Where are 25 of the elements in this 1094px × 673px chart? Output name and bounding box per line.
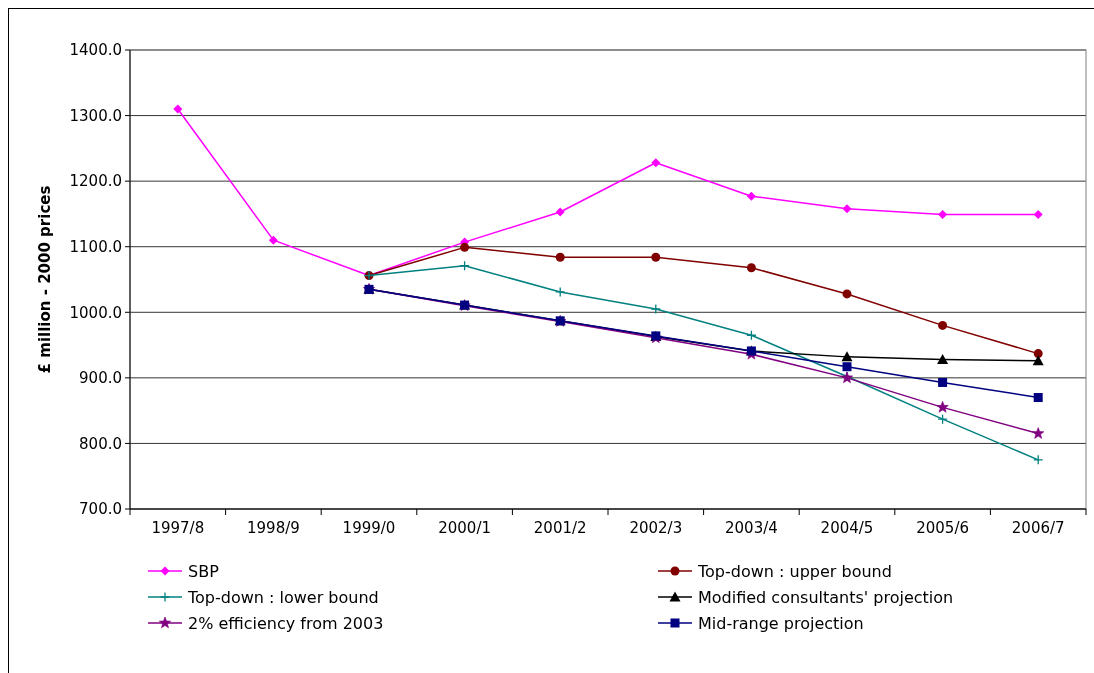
y-tick-label: 800.0 <box>79 434 122 453</box>
y-tick-label: 1000.0 <box>69 303 122 322</box>
x-tick-label: 1997/8 <box>151 519 205 537</box>
x-tick-label: 2004/5 <box>820 519 874 537</box>
legend-label: 2% efficiency from 2003 <box>188 613 384 633</box>
y-tick-label: 1300.0 <box>69 106 122 125</box>
x-tick-label: 2003/4 <box>725 519 778 537</box>
x-tick-label: 2005/6 <box>916 519 969 537</box>
x-tick-label: 2001/2 <box>533 519 587 537</box>
y-axis-title: £ million - 2000 prices <box>36 185 54 374</box>
x-tick-label: 1998/9 <box>247 519 300 537</box>
x-tick-label: 2002/3 <box>629 519 683 537</box>
legend-label: Top-down : upper bound <box>697 561 892 581</box>
legend-label: Modified consultants' projection <box>698 587 954 607</box>
x-tick-label: 2000/1 <box>438 519 491 537</box>
x-tick-label: 2006/7 <box>1011 519 1065 537</box>
x-tick-label: 1999/0 <box>342 519 396 537</box>
y-tick-label: 1200.0 <box>69 172 122 191</box>
legend-label: Top-down : lower bound <box>187 587 379 607</box>
y-tick-label: 700.0 <box>79 500 122 519</box>
y-tick-label: 1400.0 <box>69 41 122 60</box>
legend-label: SBP <box>188 561 220 581</box>
y-tick-label: 1100.0 <box>69 237 122 256</box>
legend-label: Mid-range projection <box>698 613 864 633</box>
y-tick-label: 900.0 <box>79 369 122 388</box>
